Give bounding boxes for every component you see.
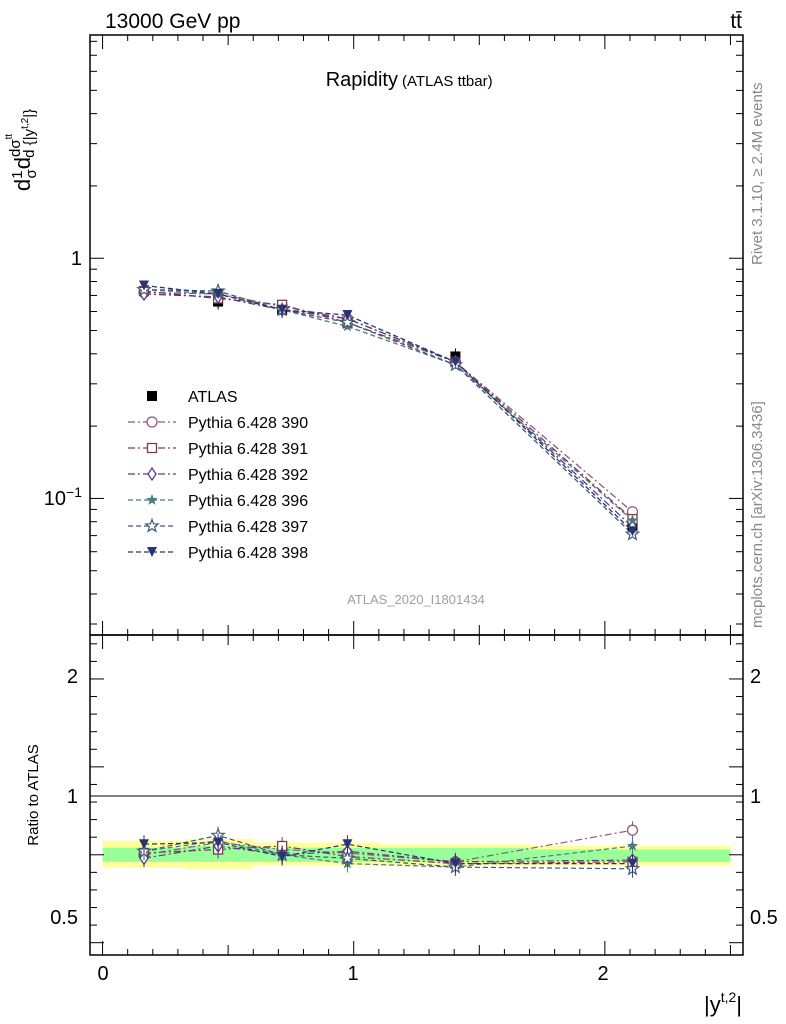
ratio-point (626, 840, 639, 851)
series-line (143, 290, 633, 520)
series-line (143, 284, 633, 532)
mc-point (626, 514, 639, 526)
ratio-ylabel: Ratio to ATLAS (25, 744, 42, 845)
ratio-frame (89, 634, 744, 956)
legend-label: Pythia 6.428 392 (188, 467, 308, 484)
legend-marker (147, 466, 157, 482)
chart-subtitle: (ATLAS ttbar) (402, 73, 493, 90)
ratio-ticks (90, 635, 743, 955)
legend-marker (147, 547, 157, 557)
chart-title: Rapidity (326, 69, 398, 91)
legend-marker (146, 494, 158, 505)
series-line (143, 288, 633, 535)
legend-label: ATLAS (188, 389, 238, 406)
mc-point (277, 304, 288, 315)
ratio-point (339, 850, 356, 866)
mc-point (213, 288, 224, 299)
ratio-data (136, 821, 641, 878)
mc-point (138, 280, 149, 291)
ratio-series-line (143, 841, 633, 865)
ratio-series-line (143, 829, 633, 863)
xtick-label-1: 1 (347, 963, 358, 985)
legend-marker (146, 416, 158, 428)
ratio-panel: 2 1 0.5 2 1 0.5 Ratio to ATLAS 0 1 2 |yt… (25, 634, 778, 1017)
ratio-ytick-1-right: 1 (750, 786, 761, 808)
ratio-series-line (143, 845, 633, 865)
main-data (136, 280, 641, 541)
series-line (143, 291, 633, 513)
legend-label: Pythia 6.428 396 (188, 493, 308, 510)
legend-label: Pythia 6.428 391 (188, 441, 308, 458)
legend: ATLAS Pythia 6.428 390 Pythia 6.428 391 Pyt… (128, 389, 308, 562)
ratio-ytick-2-right: 2 (750, 666, 761, 688)
mc-point (339, 314, 356, 330)
ratio-ytick-2-left: 2 (67, 666, 78, 688)
main-ylabel: d1σddσtt d {|yt,2|} (4, 109, 40, 191)
ytick-label-1: 1 (71, 248, 82, 270)
main-panel: Rapidity (ATLAS ttbar) ATLAS_2020_I18014… (4, 34, 744, 636)
mc-point (450, 356, 461, 367)
legend-label: Pythia 6.428 398 (188, 545, 308, 562)
ratio-ytick-0.5-left: 0.5 (50, 907, 78, 929)
analysis-label: ATLAS_2020_I1801434 (347, 592, 485, 607)
ratio-ytick-1-left: 1 (67, 786, 78, 808)
process-label: tt̄ (730, 10, 742, 33)
ratio-point (342, 839, 353, 850)
uncertainty-band-inner (529, 849, 731, 862)
beam-label: 13000 GeV pp (105, 10, 240, 33)
xtick-label-2: 2 (597, 963, 608, 985)
mc-point (627, 526, 638, 537)
ratio-point (627, 858, 638, 869)
legend-marker (144, 517, 160, 533)
ratio-ytick-0.5-right: 0.5 (750, 907, 778, 929)
xtick-label-0: 0 (97, 963, 108, 985)
mc-point (342, 310, 353, 321)
legend-label: Pythia 6.428 397 (188, 519, 308, 536)
ratio-point (213, 837, 224, 848)
main-ticks (90, 35, 743, 635)
ratio-series-line (143, 845, 633, 863)
rivet-label: Rivet 3.1.10, ≥ 2.4M events (749, 83, 766, 266)
mcplots-label: mcplots.cern.ch [arXiv:1306.3436] (749, 401, 766, 628)
xaxis-label: |yt,2| (704, 989, 742, 1017)
ratio-point (277, 851, 288, 862)
ratio-series-line (143, 834, 633, 870)
ytick-label-0.1: 10−1 (44, 484, 82, 510)
legend-label: Pythia 6.428 390 (188, 415, 308, 432)
ratio-point (626, 824, 639, 836)
legend-marker (146, 442, 158, 454)
legend-marker (147, 391, 157, 401)
ratio-point (138, 839, 149, 850)
ratio-point (450, 858, 461, 869)
